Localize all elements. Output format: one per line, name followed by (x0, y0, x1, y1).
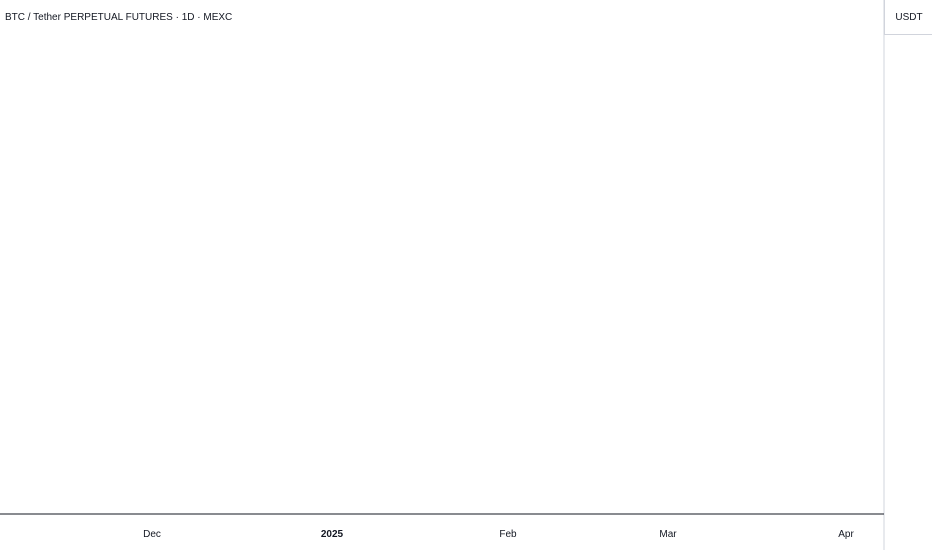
time-tick-label: Apr (838, 529, 854, 540)
time-tick-label: Feb (499, 529, 517, 540)
time-tick-label: Dec (143, 529, 161, 540)
time-tick-label: 2025 (321, 529, 344, 540)
time-tick-label: Mar (659, 529, 677, 540)
chart-title: BTC / Tether PERPETUAL FUTURES · 1D · ME… (5, 12, 233, 23)
currency-selector[interactable]: USDT (884, 0, 932, 35)
